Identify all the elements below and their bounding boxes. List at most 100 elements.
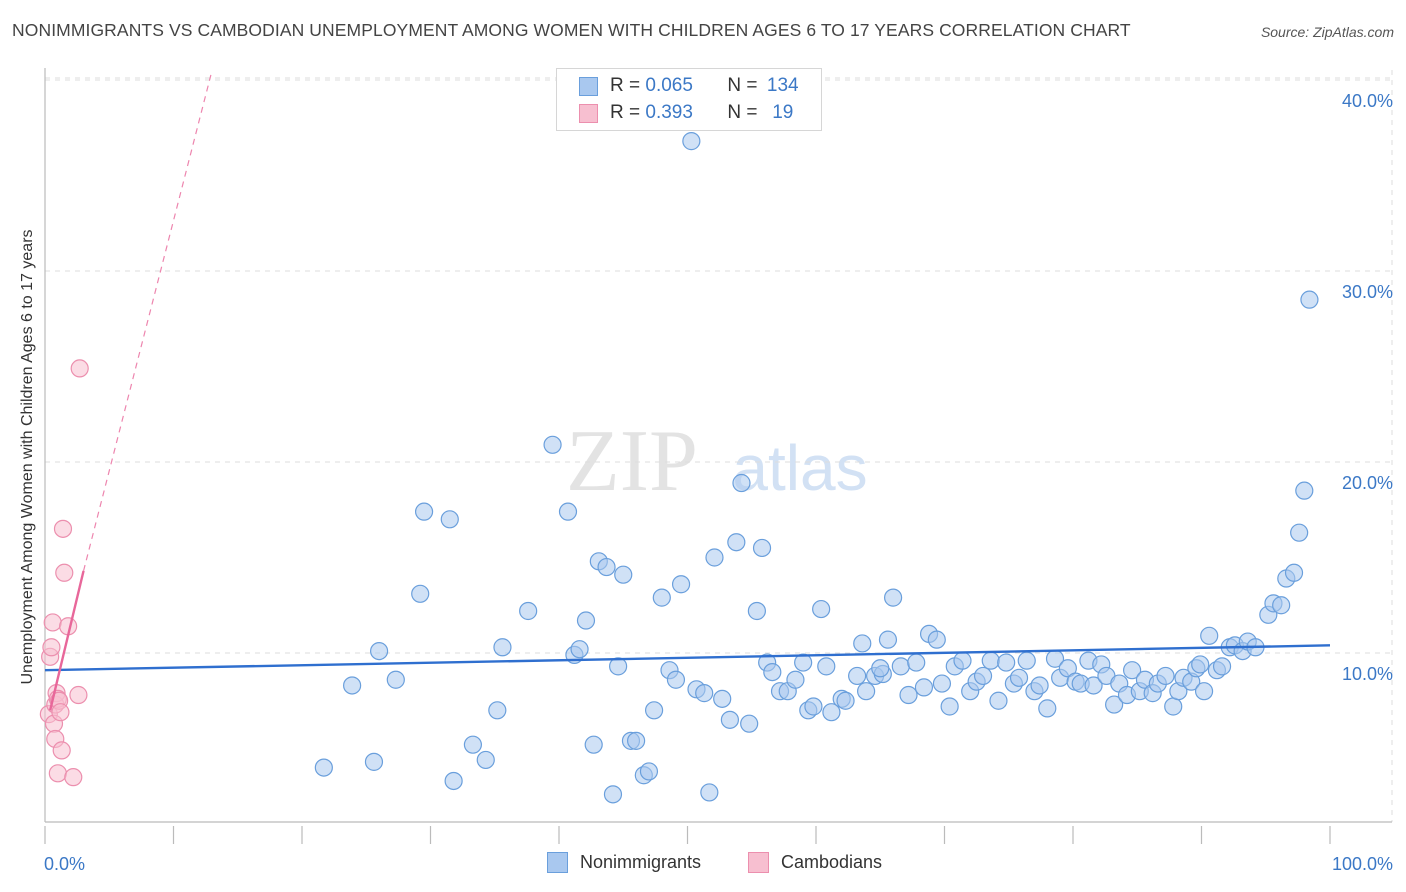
nonimmigrants-point [364,752,384,771]
cambodians-trend-line [48,570,85,711]
nonimmigrants-point [603,785,623,804]
nonimmigrants-point [1284,563,1304,582]
nonimmigrants-point [822,703,841,722]
nonimmigrants-point [314,758,333,777]
source-attribution: Source: ZipAtlas.com [1260,24,1394,40]
nonimmigrants-point [614,565,633,584]
axes [44,68,1392,844]
nonimmigrants-point [666,670,686,689]
nonimmigrants-point [1200,626,1219,645]
legend-label-cambodians: Cambodians [781,852,883,872]
nonimmigrants-point [914,678,934,697]
cambodians-point [70,359,89,378]
nonimmigrants-point [747,601,766,621]
nonimmigrants-point [713,689,732,708]
legend-label-nonimmigrants: Nonimmigrants [580,852,702,872]
nonimmigrants-point [644,701,664,720]
nonimmigrants-point [817,657,836,676]
nonimmigrants-point [973,666,993,686]
x-tick-label-end: 100.0% [1332,854,1393,874]
nonimmigrants-point [597,557,616,577]
nonimmigrants-point [558,502,578,521]
nonimmigrants-point [853,634,872,653]
nonimmigrants-point [444,771,463,791]
series-legend: Nonimmigrants Cambodians [0,852,1406,876]
nonimmigrants-point [871,659,890,678]
nonimmigrants-point [878,630,898,649]
nonimmigrants-point [907,653,926,672]
legend-n-value: 19 [772,102,794,123]
cambodians-point [69,685,88,705]
nonimmigrants-point [576,611,596,630]
nonimmigrants-point [932,674,952,693]
nonimmigrants-point [786,670,805,689]
nonimmigrants-point [488,701,507,720]
nonimmigrants-point [440,510,459,529]
legend-row-cambodians: R = 0.393 N = 19 [579,101,803,125]
nonimmigrants-point [519,601,538,621]
cambodians-point [53,519,73,538]
nonimmigrants-point [927,630,946,649]
y-tick-label: 10.0% [1342,664,1393,684]
nonimmigrants-point [705,548,724,567]
cambodians-point [42,638,61,657]
nonimmigrants-point [848,666,867,686]
nonimmigrants-point [1290,523,1309,542]
nonimmigrants-point [1194,682,1214,701]
cambodians-point [48,764,67,783]
y-tick-label: 20.0% [1342,473,1393,493]
nonimmigrants-point [609,657,628,676]
legend-n-label: N = [727,75,758,96]
nonimmigrants-point [584,735,603,754]
nonimmigrants-point [899,685,918,705]
legend-n-label: N = [727,102,758,123]
cambodians-point [52,741,71,760]
legend-item-nonimmigrants[interactable]: Nonimmigrants [547,852,701,873]
nonimmigrants-point [857,682,876,701]
cambodians-point [43,613,62,632]
nonimmigrants-point [570,640,589,659]
nonimmigrants-point [671,575,691,594]
legend-r-label: R = [610,75,641,96]
cambodians-points [39,359,89,787]
legend-item-cambodians[interactable]: Cambodians [748,852,882,873]
nonimmigrants-point [1295,481,1314,500]
legend-swatch-blue [547,852,568,873]
nonimmigrants-points [314,132,1319,804]
nonimmigrants-point [682,132,701,151]
nonimmigrants-point [343,676,362,695]
tick-labels: 10.0% 20.0% 30.0% 40.0% 0.0% 100.0% [44,91,1393,874]
chart-title: NONIMMIGRANTS VS CAMBODIAN UNEMPLOYMENT … [12,20,1131,40]
legend-r-value: 0.065 [645,75,693,96]
nonimmigrants-point [720,710,740,729]
x-tick-label-start: 0.0% [44,854,85,874]
nonimmigrants-point [1272,596,1291,615]
nonimmigrants-point [1030,676,1049,695]
nonimmigrants-point [639,762,659,781]
nonimmigrants-point [812,599,831,619]
nonimmigrants-point [891,657,910,676]
nonimmigrants-point [940,697,959,716]
nonimmigrants-point [953,651,972,670]
legend-n-value: 134 [766,75,799,96]
legend-swatch-blue [579,76,598,96]
nonimmigrants-point [411,584,430,603]
nonimmigrants-point [652,588,671,607]
cambodians-point [55,563,74,582]
nonimmigrants-point [763,662,782,682]
nonimmigrants-point [732,473,751,493]
nonimmigrants-point [463,735,483,754]
nonimmigrants-point [997,653,1016,672]
nonimmigrants-point [370,641,389,661]
nonimmigrants-point [836,691,855,710]
grid-lines [45,70,1393,822]
cambodians-point [64,768,83,787]
nonimmigrants-point [804,697,823,716]
nonimmigrants-point [1017,651,1036,670]
nonimmigrants-point [1212,657,1232,676]
nonimmigrants-point [794,653,813,672]
correlation-legend: R = 0.065 N = 134 R = 0.393 N = 19 [556,68,822,131]
nonimmigrants-point [476,750,495,770]
trend-lines [44,70,1331,711]
